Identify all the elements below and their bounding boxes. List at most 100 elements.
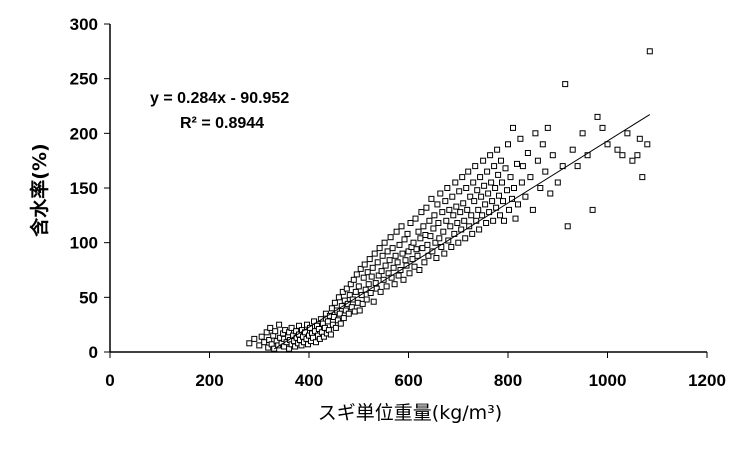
data-point: [377, 288, 384, 295]
data-point: [258, 333, 265, 340]
data-point: [504, 187, 510, 194]
data-point: [522, 193, 529, 200]
data-point: [515, 201, 521, 208]
data-point: [366, 256, 373, 263]
data-point: [267, 324, 274, 331]
data-point: [462, 235, 469, 242]
data-point: [599, 124, 606, 131]
data-point: [437, 190, 444, 197]
data-point: [331, 299, 338, 306]
y-axis-label: 含水率(%): [28, 143, 51, 236]
data-point: [646, 48, 653, 55]
data-point: [427, 233, 434, 240]
data-point: [534, 157, 541, 164]
data-point: [489, 198, 496, 205]
data-point: [469, 230, 476, 237]
data-point: [514, 160, 520, 167]
data-point: [569, 146, 576, 153]
data-point: [480, 157, 487, 164]
trendline-r2: R² = 0.8944: [180, 115, 264, 132]
data-point: [492, 185, 499, 191]
data-point: [350, 276, 357, 283]
data-point: [335, 294, 342, 301]
data-point: [426, 217, 433, 224]
data-point: [288, 324, 295, 331]
data-point: [390, 264, 397, 271]
data-point: [395, 272, 402, 279]
data-point: [404, 230, 411, 237]
data-point: [272, 328, 279, 335]
data-point: [497, 212, 503, 219]
data-point: [544, 124, 551, 131]
data-point: [532, 130, 539, 137]
data-point: [614, 146, 621, 153]
data-point: [379, 252, 386, 259]
data-point: [443, 217, 450, 224]
data-point: [424, 241, 431, 248]
data-point: [251, 335, 258, 342]
data-point: [360, 274, 367, 281]
data-point: [430, 225, 437, 232]
data-point: [422, 232, 429, 238]
data-point: [542, 168, 549, 175]
data-point: [502, 165, 509, 172]
data-point: [478, 193, 485, 200]
data-point: [539, 141, 546, 148]
data-point: [594, 113, 601, 120]
data-point: [391, 281, 398, 288]
data-point: [475, 206, 482, 213]
data-point: [324, 318, 331, 325]
data-point: [495, 171, 502, 178]
data-point: [494, 146, 501, 153]
data-point: [484, 168, 491, 175]
data-point: [414, 252, 421, 259]
data-point: [488, 179, 495, 186]
data-point: [330, 314, 337, 320]
data-point: [368, 273, 375, 280]
data-point: [363, 296, 370, 303]
data-point: [442, 198, 449, 205]
data-point: [505, 141, 511, 148]
data-point: [352, 288, 359, 295]
data-point: [421, 259, 428, 266]
data-point: [413, 246, 420, 253]
x-tick-label: 600: [394, 371, 422, 390]
data-point: [398, 223, 405, 230]
data-point: [367, 290, 374, 296]
data-point: [483, 220, 490, 226]
data-point: [400, 276, 407, 283]
data-point: [394, 259, 401, 266]
data-point: [403, 262, 410, 269]
data-point: [604, 141, 611, 148]
data-point: [441, 250, 448, 257]
data-point: [499, 179, 505, 186]
data-point: [436, 235, 443, 242]
data-point: [537, 185, 544, 191]
data-point: [511, 185, 517, 191]
data-point: [410, 239, 417, 246]
data-point: [327, 331, 334, 338]
data-point: [549, 152, 556, 159]
data-point: [373, 285, 380, 292]
data-point: [468, 212, 475, 219]
data-point: [392, 252, 399, 259]
data-point: [358, 292, 365, 299]
data-point: [265, 344, 272, 351]
data-point: [355, 283, 362, 290]
data-point: [332, 324, 339, 331]
y-tick-label: 0: [89, 343, 98, 362]
y-tick-label: 300: [70, 15, 98, 34]
data-point: [636, 135, 643, 142]
data-point: [450, 212, 457, 219]
data-point: [519, 163, 526, 170]
data-point: [482, 201, 489, 208]
y-tick-label: 250: [70, 70, 98, 89]
data-point: [518, 179, 525, 186]
data-point: [506, 206, 512, 213]
data-point: [579, 130, 586, 137]
data-point: [337, 320, 344, 327]
data-point: [517, 135, 524, 142]
data-points: [246, 48, 653, 352]
data-point: [440, 228, 447, 235]
data-point: [479, 212, 486, 219]
